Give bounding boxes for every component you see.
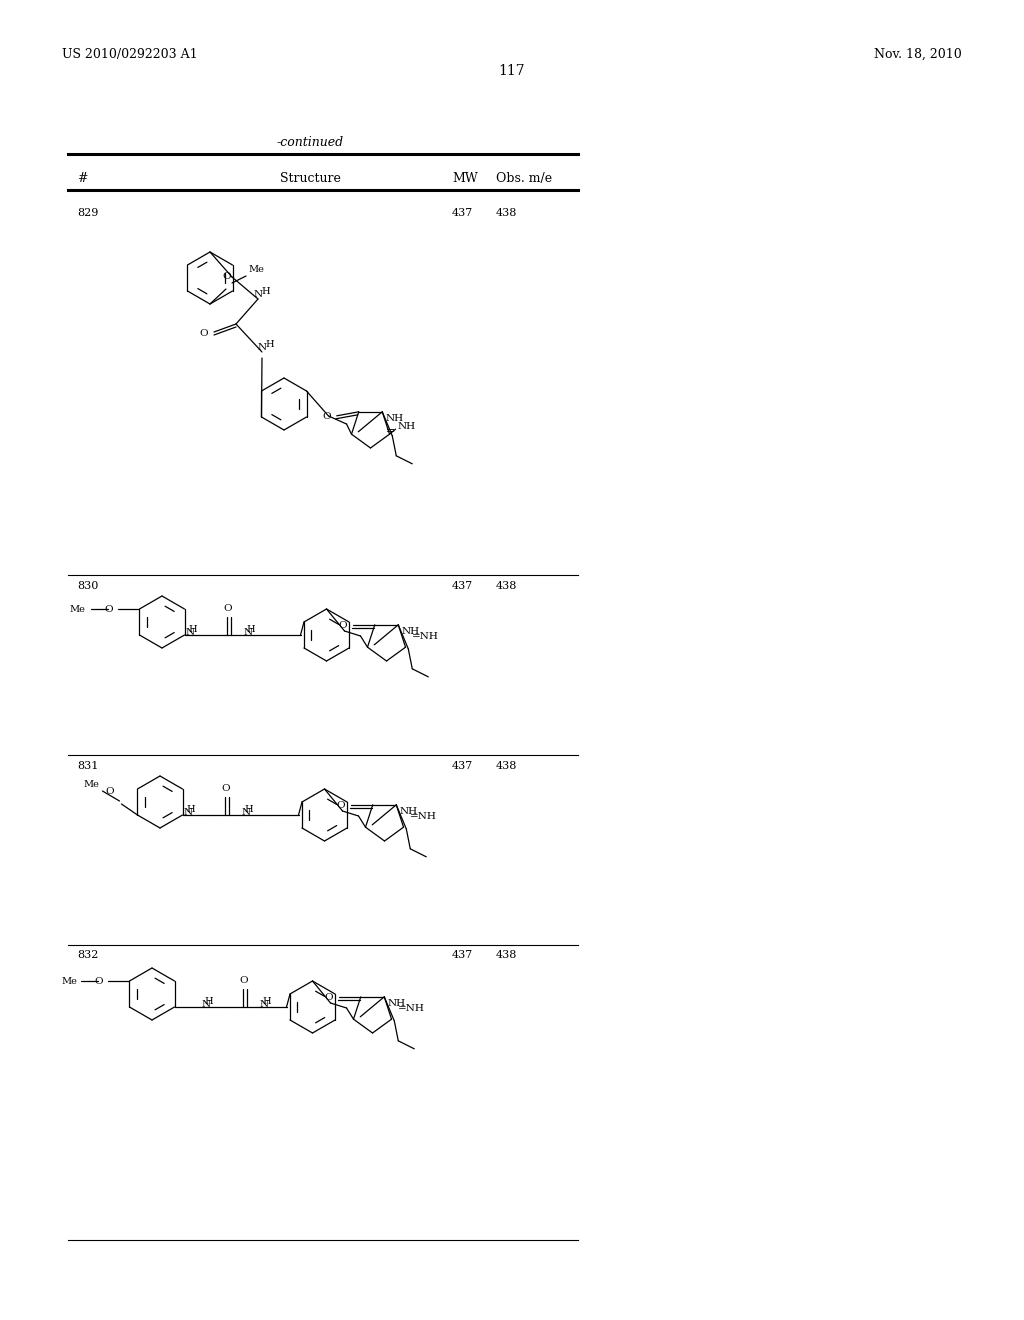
Text: =: = [386,426,395,436]
Text: O: O [325,994,333,1002]
Text: H: H [247,624,255,634]
Text: -continued: -continued [276,136,344,149]
Text: 831: 831 [77,762,98,771]
Text: MW: MW [452,172,478,185]
Text: H: H [186,805,196,814]
Text: H: H [265,341,273,348]
Text: NH: NH [399,807,418,816]
Text: H: H [262,997,271,1006]
Text: 437: 437 [452,950,473,960]
Text: O: O [338,622,347,631]
Text: N: N [242,808,251,817]
Text: NH: NH [385,413,403,422]
Text: 438: 438 [496,950,517,960]
Text: 437: 437 [452,209,473,218]
Text: =NH: =NH [412,632,438,642]
Text: NH: NH [401,627,420,636]
Text: Me: Me [84,780,99,789]
Text: 117: 117 [499,63,525,78]
Text: =NH: =NH [397,1005,424,1014]
Text: O: O [95,978,103,986]
Text: 830: 830 [77,581,98,591]
Text: #: # [77,172,87,185]
Text: O: O [323,412,331,421]
Text: O: O [240,975,248,985]
Text: =NH: =NH [410,812,436,821]
Text: O: O [104,606,114,615]
Text: O: O [336,801,345,810]
Text: N: N [185,628,195,638]
Text: H: H [205,997,213,1006]
Text: H: H [188,624,198,634]
Text: NH: NH [387,999,406,1007]
Text: N: N [244,628,253,638]
Text: US 2010/0292203 A1: US 2010/0292203 A1 [62,48,198,61]
Text: 438: 438 [496,581,517,591]
Text: H: H [261,286,269,296]
Text: 832: 832 [77,950,98,960]
Text: NH: NH [397,422,416,432]
Text: N: N [254,290,263,300]
Text: H: H [245,805,253,814]
Text: 437: 437 [452,762,473,771]
Text: N: N [202,1001,211,1008]
Text: Me: Me [248,265,264,275]
Text: O: O [223,605,231,612]
Text: Me: Me [70,606,85,615]
Text: N: N [258,343,267,352]
Text: 437: 437 [452,581,473,591]
Text: O: O [200,329,208,338]
Text: Structure: Structure [280,172,340,185]
Text: Me: Me [61,978,78,986]
Text: Obs. m/e: Obs. m/e [496,172,552,185]
Text: 438: 438 [496,209,517,218]
Text: 438: 438 [496,762,517,771]
Text: O: O [222,272,230,281]
Text: O: O [221,784,229,793]
Text: Nov. 18, 2010: Nov. 18, 2010 [874,48,962,61]
Text: O: O [105,787,115,796]
Text: N: N [183,808,193,817]
Text: N: N [259,1001,268,1008]
Text: 829: 829 [77,209,98,218]
